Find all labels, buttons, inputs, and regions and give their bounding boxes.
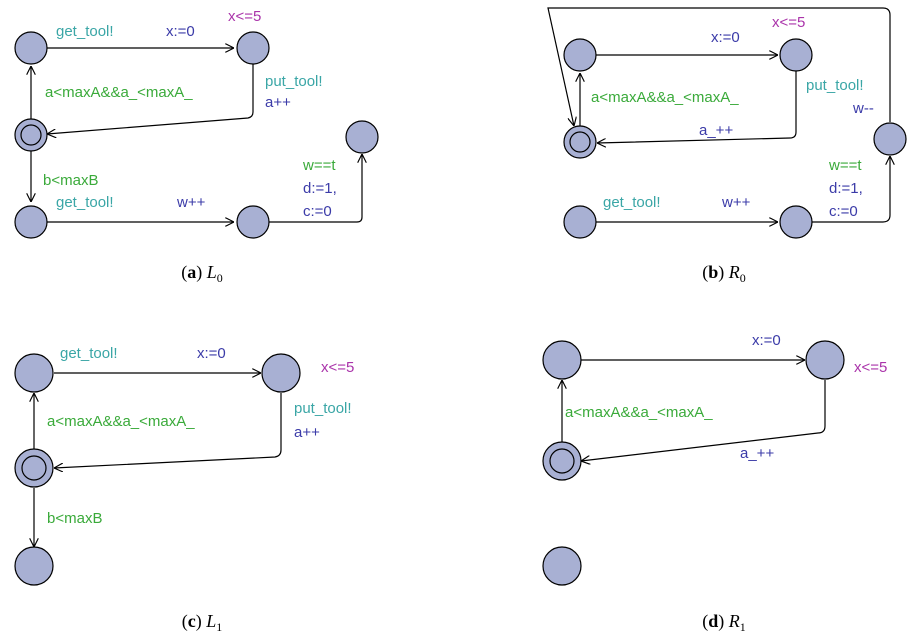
caption-a: (a) L0	[181, 262, 223, 285]
label-guard: a<maxA&&a_<maxA_	[591, 89, 739, 106]
label-sync: get_tool!	[56, 23, 114, 40]
label-update: x:=0	[711, 29, 740, 46]
initial-marker-b	[569, 131, 591, 153]
label-update: c:=0	[829, 203, 858, 220]
label-guard: a<maxA&&a_<maxA_	[45, 84, 193, 101]
location-a-6	[345, 120, 379, 154]
location-a-1	[14, 31, 48, 65]
label-update: c:=0	[303, 203, 332, 220]
location-b-6	[779, 205, 813, 239]
panel-b: x:=0 x<=5 put_tool! w-- a<maxA&&a_<maxA_…	[547, 7, 907, 285]
initial-location-d	[542, 441, 582, 481]
label-invariant: x<=5	[772, 14, 805, 31]
edge-a-put-tool	[47, 64, 254, 134]
edge-b-w-dec	[547, 7, 891, 126]
label-invariant: x<=5	[854, 359, 887, 376]
label-update: a_++	[740, 445, 774, 462]
panel-c: get_tool! x:=0 x<=5 a<maxA&&a_<maxA_ put…	[14, 345, 354, 634]
label-guard: w==t	[302, 157, 336, 174]
label-update: a_++	[699, 122, 733, 139]
location-b-5	[563, 205, 597, 239]
label-sync: put_tool!	[806, 77, 864, 94]
location-d-2	[805, 340, 845, 380]
label-update: w++	[721, 194, 751, 211]
label-guard: w==t	[828, 157, 862, 174]
panel-a: get_tool! x:=0 x<=5 a<maxA&&a_<maxA_ put…	[14, 8, 379, 285]
label-update: d:=1,	[829, 180, 863, 197]
location-d-1	[542, 340, 582, 380]
initial-marker-a	[20, 124, 42, 146]
location-b-2	[779, 38, 813, 72]
initial-location-a	[14, 118, 48, 152]
label-sync: get_tool!	[56, 194, 114, 211]
location-a-2	[236, 31, 270, 65]
label-sync: get_tool!	[60, 345, 118, 362]
label-invariant: x<=5	[228, 8, 261, 25]
initial-location-c	[14, 448, 54, 488]
label-update: w--	[852, 100, 874, 117]
caption-b: (b) R0	[702, 262, 746, 285]
initial-marker-c	[21, 455, 47, 481]
label-update: d:=1,	[303, 180, 337, 197]
edge-d-a-inc	[581, 380, 826, 461]
edge-a-w-eq-t	[269, 154, 362, 223]
label-guard: b<maxB	[47, 510, 102, 527]
label-invariant: x<=5	[321, 359, 354, 376]
edge-c-put-tool	[54, 393, 282, 468]
label-guard: b<maxB	[43, 172, 98, 189]
label-update: w++	[176, 194, 206, 211]
location-c-4	[14, 546, 54, 586]
caption-c: (c) L1	[182, 611, 223, 634]
edge-b-a-inc	[597, 71, 797, 143]
location-d-4	[542, 546, 582, 586]
label-sync: put_tool!	[265, 73, 323, 90]
location-b-4	[873, 122, 907, 156]
caption-d: (d) R1	[702, 611, 746, 634]
label-sync: put_tool!	[294, 400, 352, 417]
label-guard: a<maxA&&a_<maxA_	[47, 413, 195, 430]
label-sync: get_tool!	[603, 194, 661, 211]
label-update: a++	[294, 424, 320, 441]
location-a-4	[14, 205, 48, 239]
location-a-5	[236, 205, 270, 239]
label-update: x:=0	[197, 345, 226, 362]
edge-b-w-eq-t	[812, 156, 890, 223]
label-update: x:=0	[752, 332, 781, 349]
location-c-2	[261, 353, 301, 393]
panel-d: x:=0 x<=5 a<maxA&&a_<maxA_ a_++ (d) R1	[542, 332, 887, 634]
label-guard: a<maxA&&a_<maxA_	[565, 404, 713, 421]
label-update: a++	[265, 94, 291, 111]
location-b-1	[563, 38, 597, 72]
initial-marker-d	[549, 448, 575, 474]
initial-location-b	[563, 125, 597, 159]
label-update: x:=0	[166, 23, 195, 40]
location-c-1	[14, 353, 54, 393]
